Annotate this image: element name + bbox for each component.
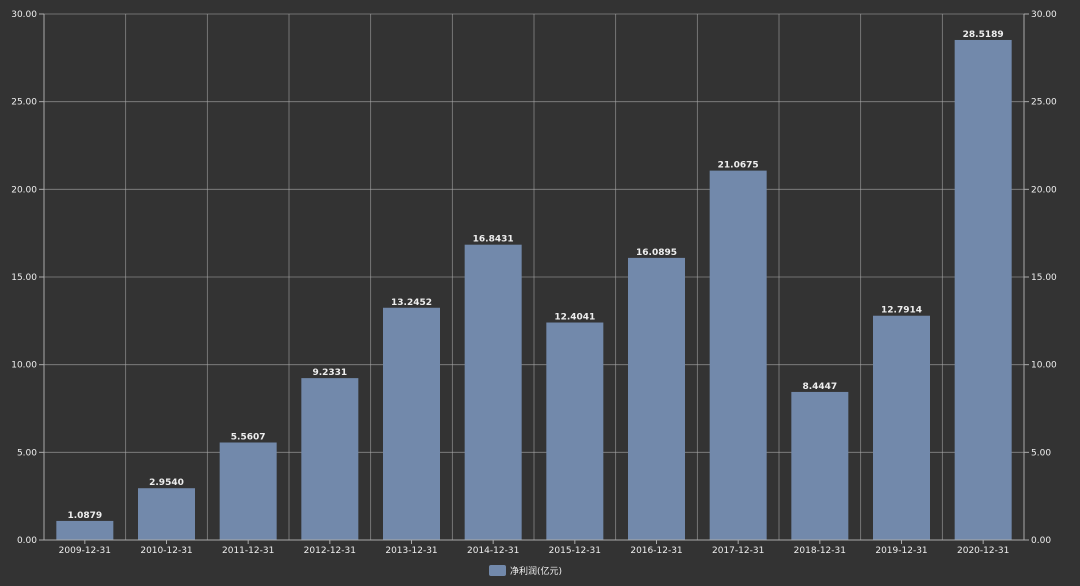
bar: [464, 244, 522, 540]
data-label: 28.5189: [963, 30, 1004, 40]
bar: [301, 378, 359, 540]
y-tick-label-left: 25.00: [11, 98, 37, 108]
x-tick-label: 2009-12-31: [59, 546, 111, 556]
y-tick-label-left: 0.00: [17, 536, 37, 546]
data-label: 12.4041: [554, 313, 595, 323]
y-tick-label-left: 20.00: [11, 185, 37, 195]
x-tick-label: 2012-12-31: [304, 546, 356, 556]
x-tick-label: 2017-12-31: [712, 546, 764, 556]
data-label: 16.8431: [473, 235, 514, 245]
x-tick-label: 2015-12-31: [549, 546, 601, 556]
bar: [56, 520, 114, 540]
data-label: 13.2452: [391, 298, 432, 308]
bar: [546, 322, 604, 540]
y-tick-label-left: 15.00: [11, 273, 37, 283]
data-label: 21.0675: [718, 161, 759, 171]
x-tick-label: 2013-12-31: [385, 546, 437, 556]
bar: [219, 442, 277, 540]
x-tick-label: 2018-12-31: [794, 546, 846, 556]
x-tick-label: 2020-12-31: [957, 546, 1009, 556]
legend-label: 净利润(亿元): [510, 565, 562, 577]
y-tick-label-right: 30.00: [1031, 10, 1057, 20]
bar: [873, 315, 930, 540]
bar: [138, 488, 195, 540]
bar: [791, 391, 849, 540]
x-tick-label: 2014-12-31: [467, 546, 519, 556]
y-tick-label-left: 30.00: [11, 10, 37, 20]
y-tick-label-right: 20.00: [1031, 185, 1057, 195]
data-label: 8.4447: [802, 382, 837, 392]
data-label: 16.0895: [636, 248, 677, 258]
y-tick-label-right: 0.00: [1031, 536, 1051, 546]
y-tick-label-right: 10.00: [1031, 361, 1057, 371]
bar: [628, 257, 685, 540]
data-label: 2.9540: [149, 478, 184, 488]
data-label: 9.2331: [312, 368, 347, 378]
x-tick-label: 2016-12-31: [630, 546, 682, 556]
x-tick-label: 2011-12-31: [222, 546, 274, 556]
data-label: 1.0879: [67, 511, 102, 521]
x-tick-label: 2010-12-31: [140, 546, 192, 556]
y-tick-label-left: 10.00: [11, 361, 37, 371]
y-tick-label-right: 25.00: [1031, 98, 1057, 108]
data-label: 12.7914: [881, 306, 922, 316]
legend-swatch: [489, 565, 506, 576]
bar: [709, 170, 767, 540]
bar: [383, 307, 440, 540]
bar: [954, 39, 1012, 540]
y-tick-label-left: 5.00: [17, 448, 37, 458]
data-label: 5.5607: [231, 433, 266, 443]
y-tick-label-right: 15.00: [1031, 273, 1057, 283]
x-tick-label: 2019-12-31: [875, 546, 927, 556]
y-tick-label-right: 5.00: [1031, 448, 1051, 458]
